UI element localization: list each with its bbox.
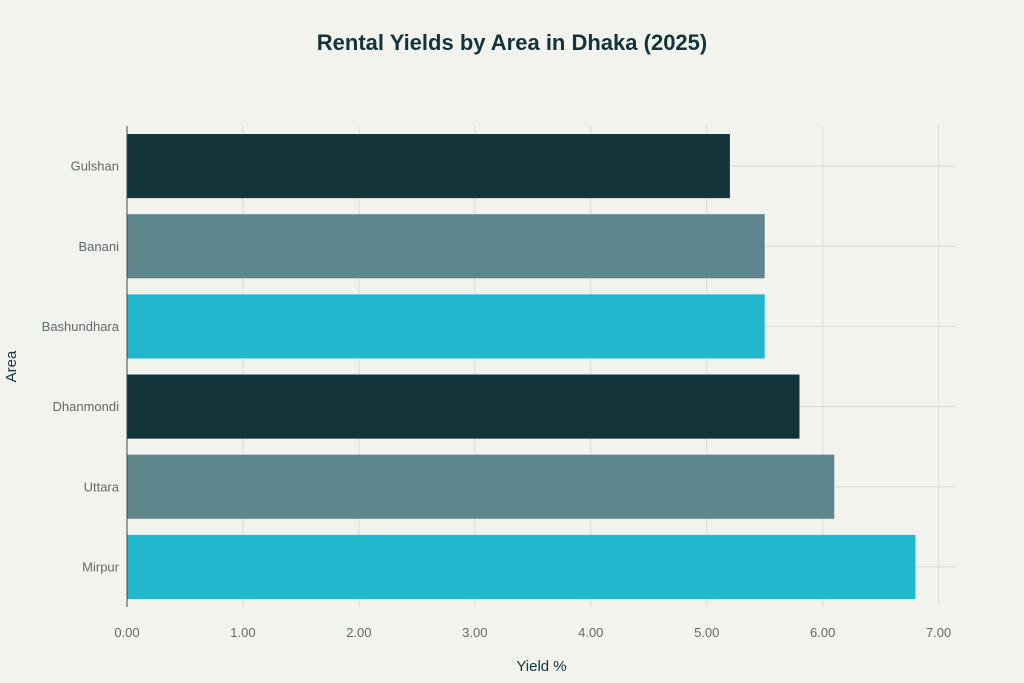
x-tick-label: 2.00 (346, 625, 371, 640)
y-tick-label: Mirpur (82, 559, 120, 574)
bar-bashundhara (127, 294, 765, 359)
x-tick-label: 4.00 (578, 625, 603, 640)
x-tick-label: 3.00 (462, 625, 487, 640)
y-tick-label: Gulshan (71, 159, 119, 174)
chart-title: Rental Yields by Area in Dhaka (2025) (316, 30, 708, 55)
x-tick-labels: 0.00 1.00 2.00 3.00 4.00 5.00 6.00 7.00 (114, 625, 951, 640)
x-tick-label: 5.00 (694, 625, 719, 640)
bars (127, 134, 916, 599)
x-axis-title: Yield % (516, 658, 566, 675)
y-tick-labels: Gulshan Banani Bashundhara Dhanmondi Uttara M… (42, 159, 120, 575)
bar-mirpur (127, 534, 916, 599)
y-tick-label: Dhanmondi (53, 399, 120, 414)
y-tick-label: Uttara (84, 479, 120, 494)
x-tick-label: 6.00 (810, 625, 835, 640)
x-tick-label: 1.00 (230, 625, 255, 640)
y-tick-label: Bashundhara (42, 319, 120, 334)
x-tick-label: 7.00 (926, 625, 951, 640)
bar-banani (127, 214, 765, 279)
bar-dhanmondi (127, 374, 800, 439)
bar-gulshan (127, 134, 730, 199)
y-axis-title: Area (3, 350, 20, 382)
x-tick-label: 0.00 (114, 625, 139, 640)
y-tick-label: Banani (79, 239, 120, 254)
bar-uttara (127, 454, 835, 519)
